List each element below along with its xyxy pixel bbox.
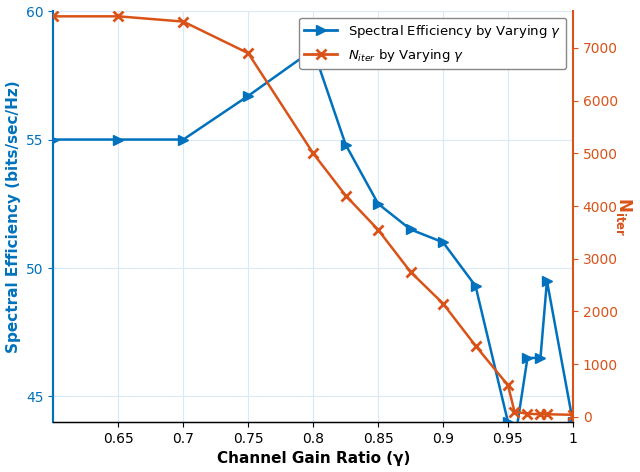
X-axis label: Channel Gain Ratio (γ): Channel Gain Ratio (γ) bbox=[216, 451, 410, 466]
Legend: Spectral Efficiency by Varying $\gamma$, $N_{iter}$ by Varying $\gamma$: Spectral Efficiency by Varying $\gamma$,… bbox=[299, 17, 566, 69]
Y-axis label: $\mathbf{N_{iter}}$: $\mathbf{N_{iter}}$ bbox=[614, 197, 634, 236]
Y-axis label: Spectral Efficiency (bits/sec/Hz): Spectral Efficiency (bits/sec/Hz) bbox=[6, 80, 20, 353]
